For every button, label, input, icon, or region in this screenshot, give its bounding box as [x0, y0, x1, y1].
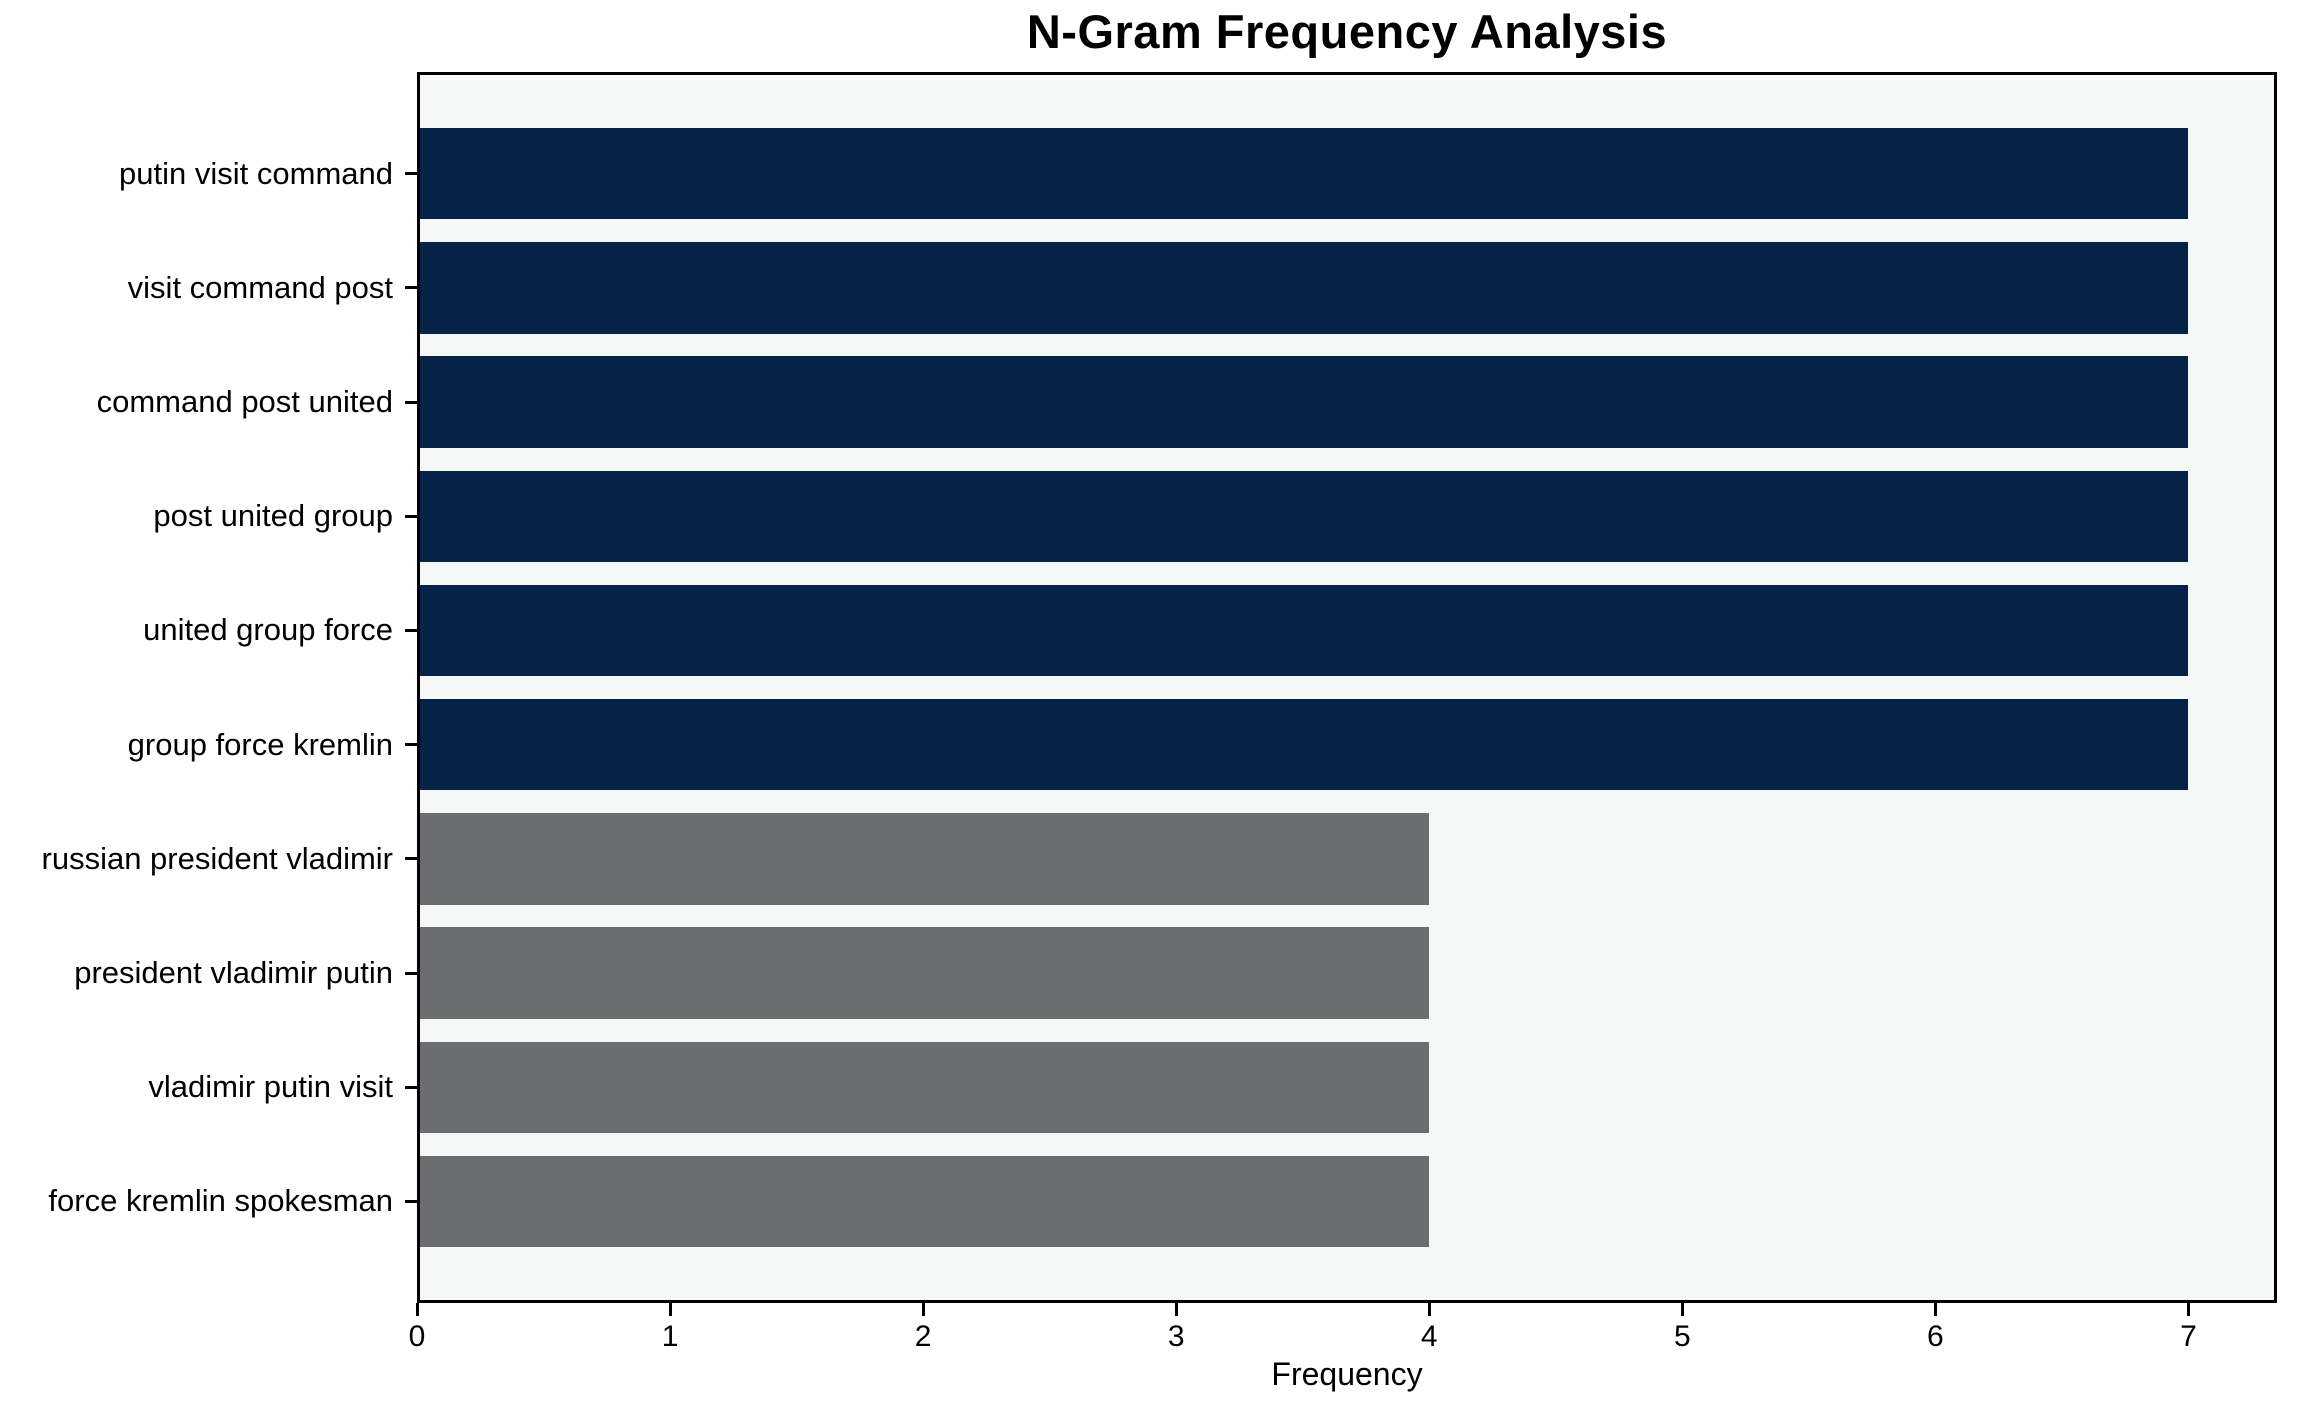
x-tick	[1174, 1303, 1178, 1316]
bar	[420, 813, 1430, 905]
y-tick	[405, 172, 417, 176]
bar	[420, 242, 2189, 334]
x-tick	[2186, 1303, 2190, 1316]
y-tick-label: putin visit command	[119, 155, 393, 191]
y-tick	[405, 1199, 417, 1203]
y-tick	[405, 1085, 417, 1089]
y-tick-label: visit command post	[127, 269, 393, 305]
bar	[420, 927, 1430, 1019]
x-tick-label: 2	[914, 1320, 932, 1353]
x-tick	[1427, 1303, 1431, 1316]
bar	[420, 470, 2189, 562]
x-tick-label: 5	[1673, 1320, 1691, 1353]
y-tick	[405, 400, 417, 404]
y-tick	[405, 628, 417, 632]
y-tick	[405, 743, 417, 747]
y-tick	[405, 514, 417, 518]
x-tick-label: 3	[1167, 1320, 1185, 1353]
x-tick-label: 1	[661, 1320, 679, 1353]
bar	[420, 1155, 1430, 1248]
y-tick	[405, 286, 417, 290]
chart-title: N-Gram Frequency Analysis	[1026, 5, 1668, 58]
y-tick-label: group force kremlin	[127, 726, 393, 762]
x-tick	[1680, 1303, 1684, 1316]
bar	[420, 698, 2189, 791]
y-tick-label: united group force	[143, 612, 393, 648]
x-tick-label: 7	[2180, 1320, 2197, 1353]
x-tick	[1933, 1303, 1937, 1316]
bar	[420, 584, 2189, 677]
y-tick-label: command post united	[96, 384, 393, 420]
x-tick-label: 0	[408, 1320, 426, 1353]
bar	[420, 1041, 1430, 1133]
x-tick-label: 6	[1927, 1320, 1944, 1353]
y-tick-label: russian president vladimir	[41, 840, 393, 876]
x-axis-title: Frequency	[1271, 1356, 1423, 1392]
y-tick-label: vladimir putin visit	[148, 1069, 393, 1105]
y-tick-label: president vladimir putin	[74, 955, 393, 991]
y-tick-label: force kremlin spokesman	[48, 1183, 393, 1219]
x-tick-label: 4	[1420, 1320, 1438, 1353]
x-tick	[921, 1303, 925, 1316]
bar	[420, 127, 2189, 220]
y-tick-label: post united group	[153, 498, 393, 534]
x-tick	[668, 1303, 672, 1316]
y-tick	[405, 857, 417, 861]
bar	[420, 356, 2189, 448]
x-tick	[415, 1303, 419, 1316]
y-tick	[405, 971, 417, 975]
